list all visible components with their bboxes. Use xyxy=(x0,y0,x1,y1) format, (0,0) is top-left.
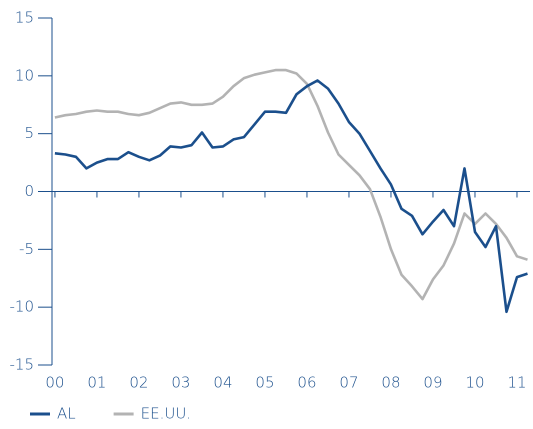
x-tick-label: 05 xyxy=(255,374,274,392)
x-tick-label: 01 xyxy=(87,374,106,392)
y-tick-label: -10 xyxy=(10,298,35,316)
series-line xyxy=(54,68,528,301)
y-tick-label: 10 xyxy=(15,66,34,84)
y-tick-label: -5 xyxy=(19,240,34,258)
legend-label: AL xyxy=(57,405,76,423)
y-tick-label: 15 xyxy=(15,9,34,27)
x-tick-label: 03 xyxy=(171,374,190,392)
x-tick-label: 00 xyxy=(45,374,64,392)
x-tick-label: 04 xyxy=(213,374,232,392)
x-tick-label: 06 xyxy=(297,374,316,392)
x-tick-label: 10 xyxy=(465,374,484,392)
legend-label: EE.UU. xyxy=(141,405,191,423)
x-tick-label: 08 xyxy=(381,374,400,392)
y-tick-label: 0 xyxy=(24,182,34,200)
y-tick-label: -15 xyxy=(10,356,35,374)
x-tick-label: 09 xyxy=(423,374,442,392)
x-tick-label: 02 xyxy=(129,374,148,392)
series-line xyxy=(54,79,528,314)
x-tick-label: 11 xyxy=(507,374,526,392)
y-tick-label: 5 xyxy=(24,124,34,142)
x-tick-label: 07 xyxy=(339,374,358,392)
